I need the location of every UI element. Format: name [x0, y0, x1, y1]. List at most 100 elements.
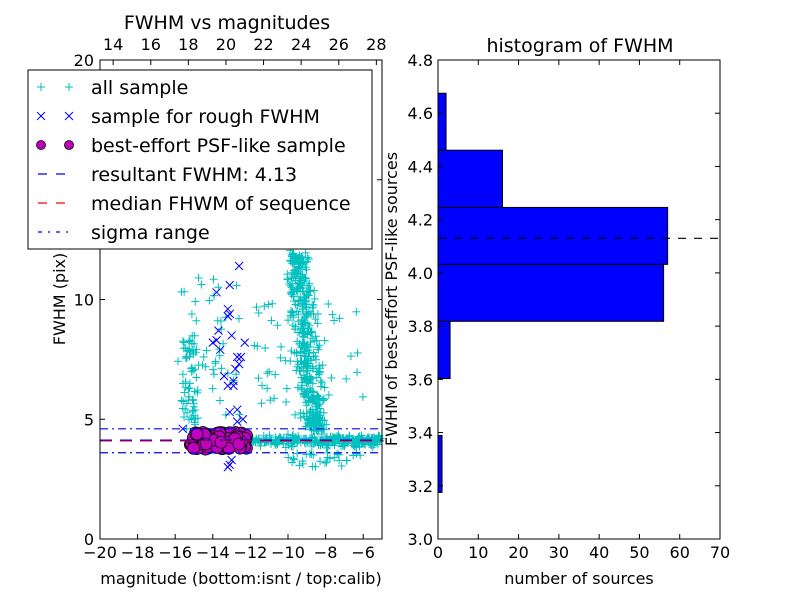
- psf-sample-point: [214, 435, 228, 449]
- y-tick-label: 3.4: [408, 424, 433, 443]
- reference-lines: [100, 428, 382, 454]
- all-sample-point: [193, 386, 202, 395]
- legend-label: resultant FWHM: 4.13: [91, 164, 297, 186]
- all-sample-point: [294, 296, 303, 305]
- all-sample-point: [209, 365, 218, 374]
- all-sample-point: [250, 341, 259, 350]
- top-tick-label: 20: [216, 35, 236, 54]
- y-tick-label: 5: [84, 410, 94, 429]
- all-sample-point: [277, 342, 286, 351]
- all-sample-point: [258, 381, 267, 390]
- rough-sample-point: [238, 414, 248, 424]
- all-sample-point: [290, 251, 299, 260]
- rough-sample-point: [212, 287, 221, 297]
- x-axis-ticks: −20 −18 −16 −14 −12 −10 −8 −6: [83, 534, 375, 562]
- all-sample-point: [305, 372, 314, 381]
- histogram-bar: [437, 263, 665, 322]
- all-sample-point: [290, 348, 299, 357]
- all-sample-point: [291, 410, 300, 419]
- all-sample-point: [303, 414, 312, 423]
- x-tick-label: −8: [314, 543, 338, 562]
- all-sample-point: [335, 314, 344, 323]
- all-sample-point: [182, 424, 191, 433]
- all-sample-point: [305, 343, 314, 352]
- all-sample-point: [260, 302, 269, 311]
- all-sample-point: [301, 273, 310, 282]
- all-sample-point: [304, 323, 313, 332]
- all-sample-point: [289, 249, 298, 258]
- histogram-plot-frame: [437, 59, 721, 540]
- histogram-bars: [437, 92, 669, 493]
- all-sample-point: [179, 397, 188, 406]
- histogram-y-ticks: 3.0 3.2 3.4 3.6 3.8 4.0 4.2 4.4 4.6 4.8: [408, 51, 720, 549]
- all-sample-point: [294, 317, 303, 326]
- all-sample-point: [313, 310, 322, 319]
- all-sample-point: [313, 319, 322, 328]
- all-sample-point: [306, 328, 315, 337]
- all-sample-point: [320, 383, 329, 392]
- all-sample-point: [316, 441, 325, 450]
- all-sample-point: [299, 409, 308, 418]
- all-sample-point: [330, 316, 339, 325]
- all-sample-point: [299, 371, 308, 380]
- rough-sample-point: [223, 311, 233, 321]
- x-tick-label: −10: [271, 543, 305, 562]
- rough-sample-point: [225, 407, 235, 417]
- x-tick-label: −6: [351, 543, 375, 562]
- legend-entry: sigma range: [38, 222, 210, 244]
- scatter-points: [174, 71, 385, 472]
- legend-entry: all sample: [37, 77, 188, 99]
- all-sample-point: [286, 281, 295, 290]
- all-sample-point: [311, 332, 320, 341]
- all-sample-point: [251, 437, 260, 446]
- all-sample-point: [283, 274, 292, 283]
- y-tick-label: 4.6: [408, 104, 433, 123]
- all-sample-point: [374, 432, 383, 441]
- all-sample-point: [300, 392, 309, 401]
- all-sample-point: [202, 346, 211, 355]
- all-sample-point: [307, 386, 316, 395]
- all-sample-point: [252, 303, 261, 312]
- rough-sample-point: [231, 364, 240, 374]
- all-sample-point: [208, 384, 217, 393]
- y-tick-label: 3.6: [408, 370, 433, 389]
- all-sample-point: [210, 291, 219, 300]
- all-sample-point: [309, 440, 318, 449]
- circle-marker-icon: [64, 140, 74, 150]
- histogram-bar: [437, 149, 503, 208]
- all-sample-point: [316, 457, 325, 466]
- x-tick-label: 40: [589, 543, 609, 562]
- rough-sample-point: [225, 280, 235, 290]
- y-tick-label: 3.2: [408, 477, 433, 496]
- top-tick-label: 18: [178, 35, 198, 54]
- all-sample-point: [315, 394, 324, 403]
- all-sample-point: [318, 396, 327, 405]
- histogram-bar: [437, 92, 447, 151]
- all-sample-point: [190, 331, 199, 340]
- all-sample-point: [311, 352, 320, 361]
- top-tick-label: 26: [329, 35, 349, 54]
- x-tick-label: 70: [710, 543, 730, 562]
- rough-sample-point: [229, 381, 238, 391]
- all-sample-point: [309, 301, 318, 310]
- all-sample-point: [319, 395, 328, 404]
- all-sample-point: [191, 297, 200, 306]
- all-sample-point: [180, 412, 189, 421]
- top-tick-label: 16: [141, 35, 161, 54]
- x-tick-label: 50: [629, 543, 649, 562]
- all-sample-point: [271, 370, 280, 379]
- rough-sample-point: [178, 424, 188, 434]
- all-sample-point: [308, 364, 317, 373]
- all-sample-point: [264, 300, 273, 309]
- x-tick-label: −20: [83, 543, 117, 562]
- rough-sample-point: [227, 331, 236, 340]
- all-sample-point: [179, 337, 188, 346]
- all-sample-point: [291, 433, 300, 442]
- all-sample-point: [257, 399, 266, 408]
- all-sample-point: [188, 396, 197, 405]
- scatter-x-label: magnitude (bottom:isnt / top:calib): [100, 569, 381, 588]
- all-sample-point: [311, 420, 320, 429]
- all-sample-point: [185, 347, 194, 356]
- y-tick-label: 4.8: [408, 51, 433, 70]
- all-sample-point: [352, 307, 361, 316]
